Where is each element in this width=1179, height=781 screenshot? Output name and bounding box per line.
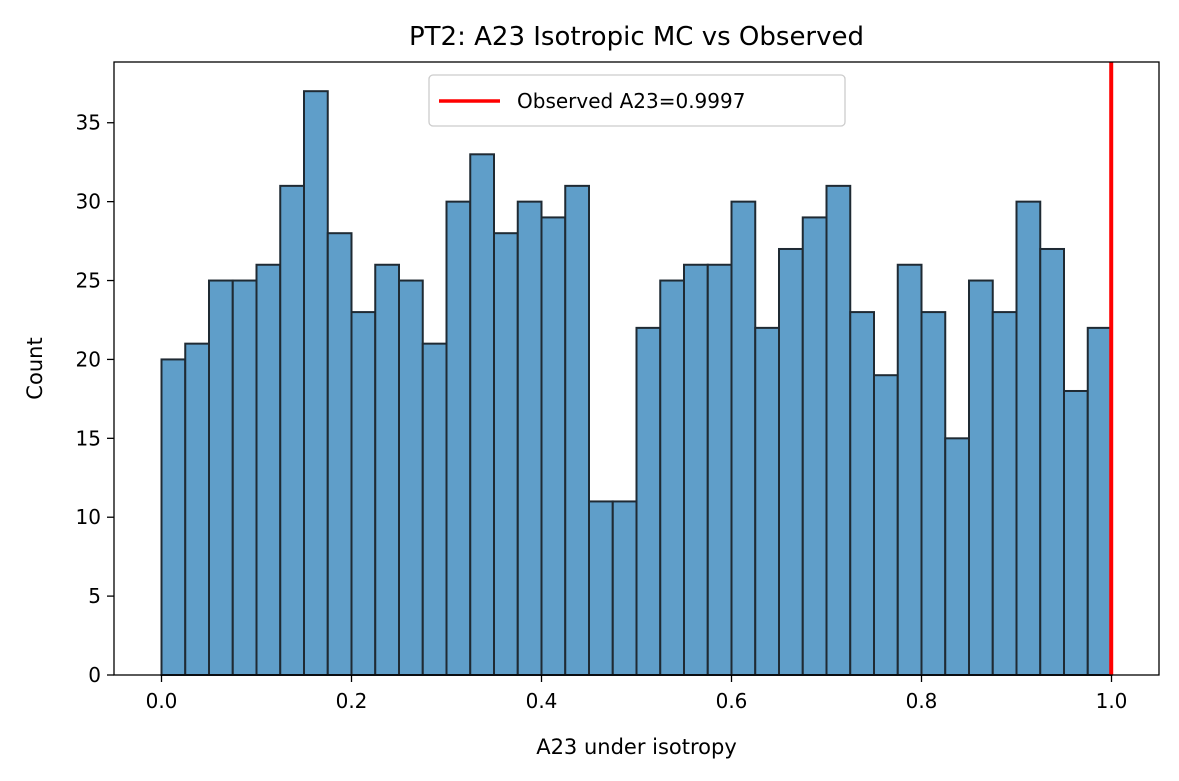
histogram-bar xyxy=(326,232,353,676)
histogram-bar xyxy=(184,342,210,676)
histogram-bar xyxy=(778,247,804,676)
histogram-bar xyxy=(255,263,282,676)
histogram-bar xyxy=(374,263,400,676)
histogram-bar xyxy=(801,216,828,676)
histogram-bar xyxy=(398,279,424,676)
histogram-bar xyxy=(944,437,970,676)
legend-label-observed: Observed A23=0.9997 xyxy=(517,89,745,113)
histogram-bar xyxy=(540,216,567,676)
histogram-bar xyxy=(303,90,329,676)
x-tick-label: 0.4 xyxy=(526,689,558,713)
histogram-bar xyxy=(754,326,780,676)
axis-ticks: 0.0 0.2 0.4 0.6 0.8 1.0 0 5 10 15 20 25 30 35 xyxy=(76,111,1128,713)
histogram-bar xyxy=(849,311,875,676)
histogram-bar xyxy=(469,153,495,677)
histogram-bars xyxy=(160,90,1113,677)
x-tick-label: 1.0 xyxy=(1096,689,1128,713)
histogram-bar xyxy=(1086,326,1113,676)
histogram-bar xyxy=(635,326,662,676)
y-tick-label: 0 xyxy=(88,663,101,687)
histogram-bar xyxy=(1015,200,1042,676)
histogram-bar xyxy=(231,279,258,676)
y-tick-label: 20 xyxy=(76,347,101,371)
histogram-bar xyxy=(920,311,947,676)
x-axis-label: A23 under isotropy xyxy=(536,735,737,759)
histogram-bar xyxy=(825,184,852,676)
chart-title: PT2: A23 Isotropic MC vs Observed xyxy=(409,22,864,52)
y-tick-label: 5 xyxy=(88,584,101,608)
legend-box xyxy=(428,74,846,127)
x-tick-label: 0.2 xyxy=(336,689,368,713)
histogram-bar xyxy=(279,184,305,676)
histogram-bar xyxy=(208,279,234,676)
axes-frame xyxy=(113,61,1160,676)
histogram-bar xyxy=(445,200,472,676)
histogram-bar xyxy=(1039,247,1065,676)
histogram-bar xyxy=(1063,389,1089,676)
histogram-bar xyxy=(421,342,448,676)
histogram-bar xyxy=(968,279,994,676)
histogram-bar xyxy=(873,374,899,676)
histogram-bar xyxy=(683,263,709,676)
histogram-bar xyxy=(659,279,685,676)
x-tick-label: 0.8 xyxy=(906,689,938,713)
y-tick-label: 30 xyxy=(76,190,101,214)
y-tick-label: 35 xyxy=(76,111,101,135)
histogram-bar xyxy=(564,184,590,676)
histogram-bar xyxy=(706,263,733,676)
histogram-bar xyxy=(350,311,377,676)
y-tick-label: 10 xyxy=(76,505,101,529)
histogram-bar xyxy=(516,200,543,676)
histogram-bar xyxy=(611,500,638,676)
y-axis-label: Count xyxy=(23,337,47,399)
histogram-bar xyxy=(588,500,614,676)
y-tick-label: 25 xyxy=(76,269,101,293)
y-tick-label: 15 xyxy=(76,426,101,450)
histogram-bar xyxy=(160,358,187,676)
histogram-bar xyxy=(896,263,923,676)
x-tick-label: 0.6 xyxy=(716,689,748,713)
legend: Observed A23=0.9997 xyxy=(428,74,846,127)
histogram-bar xyxy=(991,311,1018,676)
histogram-bar xyxy=(730,200,757,676)
histogram-bar xyxy=(493,232,519,676)
x-tick-label: 0.0 xyxy=(146,689,178,713)
